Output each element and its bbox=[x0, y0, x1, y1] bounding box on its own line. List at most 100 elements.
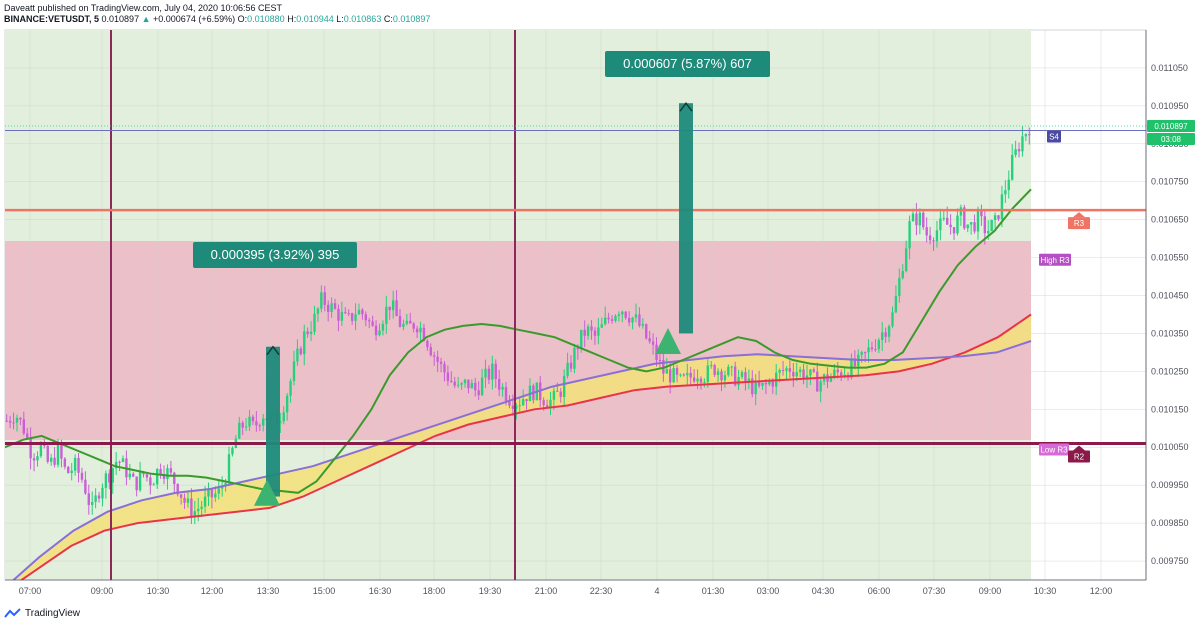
ema-fast-line bbox=[5, 188, 1032, 494]
tradingview-logo-icon[interactable] bbox=[4, 607, 22, 619]
candle-body bbox=[326, 304, 330, 312]
cloud-slice bbox=[719, 356, 722, 384]
candle-body bbox=[368, 320, 371, 322]
cloud-slice bbox=[27, 568, 30, 577]
cloud-slice bbox=[653, 364, 656, 389]
cloud-slice bbox=[919, 358, 922, 367]
symbol-name[interactable]: BINANCE:VETUSDT, 5 bbox=[4, 14, 100, 24]
candle-body bbox=[624, 311, 627, 318]
candle-body bbox=[559, 391, 562, 397]
cloud-slice bbox=[1019, 322, 1022, 346]
candle-body bbox=[446, 372, 450, 382]
cloud-slice bbox=[709, 357, 712, 385]
cloud-slice bbox=[649, 365, 652, 389]
cloud-slice bbox=[651, 364, 654, 389]
candle-body bbox=[320, 292, 323, 309]
cloud-slice bbox=[179, 492, 182, 519]
cloud-slice bbox=[451, 420, 454, 431]
candle-body bbox=[402, 323, 405, 327]
cloud-slice bbox=[821, 357, 824, 378]
cloud-slice bbox=[67, 535, 70, 549]
cloud-slice bbox=[757, 354, 760, 382]
cloud-slice bbox=[659, 363, 662, 388]
candle-body bbox=[118, 461, 121, 463]
cloud-slice bbox=[505, 402, 508, 417]
cloud-slice bbox=[787, 355, 790, 380]
cloud-slice bbox=[591, 377, 594, 401]
cloud-slice bbox=[501, 403, 504, 418]
up-arrow-icon: ▲ bbox=[141, 14, 151, 24]
cloud-slice bbox=[761, 354, 764, 382]
brand-name[interactable]: TradingView bbox=[25, 607, 81, 619]
candle-body bbox=[132, 473, 135, 477]
candle-body bbox=[798, 369, 802, 373]
candle-body bbox=[84, 479, 87, 494]
cloud-slice bbox=[687, 360, 690, 386]
cloud-slice bbox=[11, 582, 13, 587]
candle-body bbox=[477, 390, 480, 396]
cloud-slice bbox=[5, 588, 7, 592]
cloud-slice bbox=[793, 356, 796, 380]
x-tick-label: 18:00 bbox=[423, 586, 446, 596]
candle-body bbox=[1004, 190, 1007, 195]
candle-body bbox=[573, 347, 576, 369]
cloud-slice bbox=[293, 470, 296, 500]
cloud-slice bbox=[33, 562, 36, 573]
candle-body bbox=[952, 227, 956, 234]
cloud-slice bbox=[413, 432, 416, 447]
tag-r3: R3 bbox=[1074, 219, 1085, 228]
candle-body bbox=[101, 487, 104, 499]
x-tick-label: 01:30 bbox=[702, 586, 725, 596]
cloud-slice bbox=[1015, 325, 1018, 347]
y-tick-label: 0.009750 bbox=[1151, 556, 1189, 566]
candle-body bbox=[80, 472, 84, 480]
time-axis[interactable]: 07:00 09:00 10:30 12:00 13:30 15:00 16:30 18:00… bbox=[5, 579, 1146, 596]
candle-body bbox=[214, 493, 217, 498]
cloud-slice bbox=[899, 359, 902, 372]
price-axis[interactable]: 0.0110500.0109500.0108500.0107500.010650… bbox=[1145, 30, 1189, 580]
candle-body bbox=[747, 378, 751, 382]
cloud-slice bbox=[989, 341, 992, 354]
cloud-slice bbox=[45, 552, 48, 564]
cloud-slice bbox=[475, 412, 478, 423]
cloud-slice bbox=[921, 358, 924, 367]
cloud-slice bbox=[781, 355, 784, 381]
candle-body bbox=[641, 324, 645, 326]
cloud-slice bbox=[175, 492, 178, 519]
cloud-slice bbox=[933, 357, 936, 364]
candle-body bbox=[887, 326, 891, 337]
cloud-slice bbox=[23, 571, 26, 580]
cloud-slice bbox=[927, 358, 930, 365]
candle-body bbox=[744, 372, 747, 382]
cloud-slice bbox=[993, 339, 996, 353]
cloud-slice bbox=[883, 360, 886, 374]
cloud-slice bbox=[113, 509, 116, 529]
candle-body bbox=[494, 363, 497, 379]
cloud-slice bbox=[249, 480, 252, 511]
candle-body bbox=[583, 329, 586, 336]
cloud-slice bbox=[903, 359, 906, 371]
cloud-slice bbox=[665, 362, 668, 387]
candle-body bbox=[114, 461, 118, 469]
measure-tools: 0.000395 (3.92%) 395 0.000607 (5.87%) 607 bbox=[193, 51, 770, 506]
candle-body bbox=[908, 221, 911, 249]
candle-body bbox=[282, 412, 285, 422]
cloud-slice bbox=[123, 506, 126, 527]
candle-body bbox=[556, 390, 559, 392]
candle-body bbox=[1014, 149, 1017, 156]
cloud-slice bbox=[239, 482, 242, 512]
candle-body bbox=[867, 347, 870, 353]
cloud-slice bbox=[299, 469, 302, 498]
cloud-slice bbox=[331, 460, 334, 484]
candle-body bbox=[549, 399, 552, 408]
candle-body bbox=[545, 405, 549, 408]
cloud-slice bbox=[429, 427, 432, 439]
candle-body bbox=[200, 506, 203, 509]
x-tick-label: 21:00 bbox=[535, 586, 558, 596]
candle-body bbox=[942, 217, 945, 219]
candle-body bbox=[306, 331, 309, 335]
candle-body bbox=[853, 358, 857, 367]
cloud-slice bbox=[37, 559, 40, 570]
cloud-slice bbox=[25, 569, 28, 578]
